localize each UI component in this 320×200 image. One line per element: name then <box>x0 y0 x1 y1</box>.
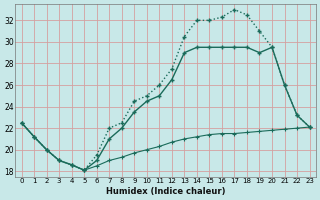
X-axis label: Humidex (Indice chaleur): Humidex (Indice chaleur) <box>106 187 225 196</box>
